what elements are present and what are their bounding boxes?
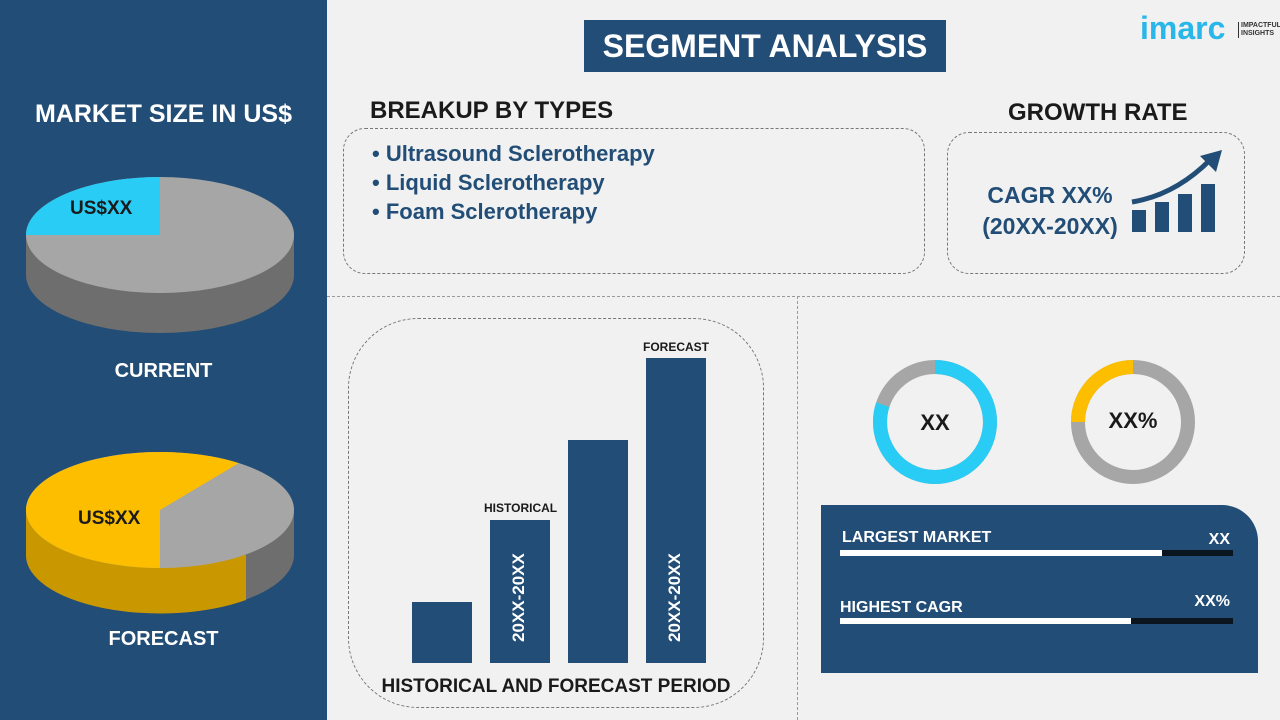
current-pie (26, 177, 294, 333)
largest-market-label: LARGEST MARKET (842, 529, 992, 546)
donut-2-value: XX% (1108, 408, 1158, 433)
types-list: • Ultrasound Sclerotherapy • Liquid Scle… (372, 139, 655, 226)
divider (797, 296, 798, 720)
bar-3 (568, 440, 628, 663)
growth-chart-icon (1131, 150, 1222, 232)
current-pie-slice (26, 177, 160, 235)
bar-chart-box (348, 318, 764, 708)
market-size-heading: MARKET SIZE IN US$ (35, 100, 292, 128)
donut-2-fill (1071, 360, 1195, 484)
largest-market-value: XX (1208, 531, 1230, 548)
forecast-value: US$XX (78, 508, 141, 529)
stats-panel: LARGEST MARKET XX HIGHEST CAGR XX% (821, 505, 1258, 673)
current-value: US$XX (70, 198, 133, 219)
types-box (343, 128, 925, 274)
page-title: SEGMENT ANALYSIS (584, 20, 946, 72)
forecast-bar-label: FORECAST (643, 340, 709, 354)
period-label: 20XX-20XX (665, 553, 684, 643)
bar-4 (646, 358, 706, 663)
donut-1 (873, 360, 997, 484)
highest-cagr-label: HIGHEST CAGR (840, 599, 963, 616)
highest-cagr-value: XX% (1194, 593, 1230, 610)
donut-1-value: XX (920, 410, 950, 435)
bar-1 (412, 602, 472, 663)
cagr-text: CAGR XX% (20XX-20XX) (982, 182, 1118, 239)
types-heading: BREAKUP BY TYPES (370, 97, 614, 124)
highest-cagr-bar (840, 618, 1233, 624)
type-item: • Ultrasound Sclerotherapy (372, 141, 655, 166)
period-label: 20XX-20XX (509, 553, 528, 643)
market-size-panel: MARKET SIZE IN US$ US$XX CURRENT US$XX F… (0, 0, 327, 720)
donut-1-fill (873, 360, 997, 484)
type-item: • Liquid Sclerotherapy (372, 170, 605, 195)
bar-2 (490, 519, 550, 663)
imarc-logo: imarc (1140, 10, 1226, 46)
donut-2 (1071, 360, 1195, 484)
largest-market-bar (840, 550, 1233, 556)
growth-heading: GROWTH RATE (1008, 99, 1188, 126)
type-item: • Foam Sclerotherapy (372, 199, 598, 224)
historical-label: HISTORICAL (484, 501, 558, 515)
bar-chart-caption: HISTORICAL AND FORECAST PERIOD (381, 676, 731, 697)
growth-box (947, 132, 1245, 274)
logo-tagline: IMPACTFUL INSIGHTS (1238, 22, 1280, 38)
forecast-label: FORECAST (108, 628, 219, 650)
current-label: CURRENT (114, 360, 213, 382)
forecast-pie (25, 452, 294, 614)
divider (327, 296, 1280, 297)
forecast-pie-slice (25, 452, 239, 568)
